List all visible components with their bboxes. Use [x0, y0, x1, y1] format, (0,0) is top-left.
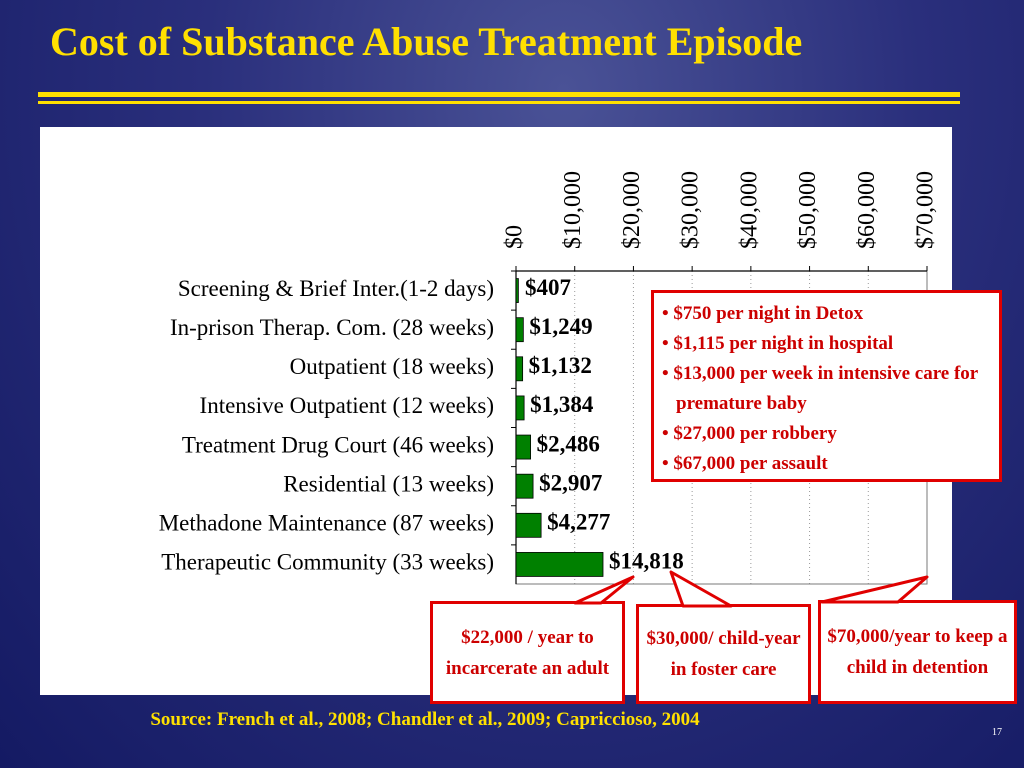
source-citation: Source: French et al., 2008; Chandler et…: [150, 709, 700, 730]
value-label: $14,818: [609, 549, 684, 574]
category-label: In-prison Therap. Com. (28 weeks): [170, 315, 494, 340]
x-tick-label: $70,000: [913, 171, 939, 249]
category-label: Screening & Brief Inter.(1-2 days): [178, 276, 494, 301]
value-label: $1,249: [529, 314, 592, 339]
cost-comparison-callout: $750 per night in Detox $1,115 per night…: [651, 290, 1002, 482]
bar: [515, 434, 531, 460]
cost-item-detox: $750 per night in Detox: [662, 299, 991, 329]
value-label: $4,277: [547, 510, 610, 535]
incarceration-cost-callout: $22,000 / year to incarcerate an adult: [430, 601, 625, 704]
category-label: Outpatient (18 weeks): [290, 354, 494, 379]
bar: [515, 552, 604, 577]
category-label: Residential (13 weeks): [283, 471, 494, 496]
x-tick-label: $0: [502, 225, 528, 249]
foster-care-cost-callout: $30,000/ child-year in foster care: [636, 604, 811, 704]
x-tick-label: $40,000: [736, 171, 762, 249]
value-label: $2,907: [539, 470, 602, 495]
x-tick-label: $30,000: [678, 171, 704, 249]
bar: [515, 512, 542, 538]
x-tick-label: $20,000: [619, 171, 645, 249]
slide-title: Cost of Substance Abuse Treatment Episod…: [50, 19, 803, 64]
cost-item-assault: $67,000 per assault: [662, 449, 991, 479]
title-underline-thin: [38, 101, 960, 104]
bar: [515, 395, 525, 421]
value-label: $1,132: [529, 353, 592, 378]
value-label: $2,486: [537, 431, 600, 456]
category-label: Intensive Outpatient (12 weeks): [200, 393, 494, 418]
category-label: Therapeutic Community (33 weeks): [161, 550, 494, 575]
bar-chart: $0 $10,000 $20,000 $30,000 $40,000 $50,000 $60…: [159, 171, 939, 585]
detention-cost-callout: $70,000/year to keep a child in detentio…: [818, 600, 1017, 704]
cost-item-intensive-care: $13,000 per week in intensive care for p…: [662, 359, 991, 419]
value-label: $1,384: [530, 392, 594, 417]
cost-item-robbery: $27,000 per robbery: [662, 419, 991, 449]
category-label: Treatment Drug Court (46 weeks): [182, 432, 494, 457]
x-tick-label: $60,000: [854, 171, 880, 249]
foster-care-cost-text: $30,000/ child-year in foster care: [646, 628, 801, 680]
detention-cost-text: $70,000/year to keep a child in detentio…: [827, 626, 1008, 678]
incarceration-cost-text: $22,000 / year to incarcerate an adult: [445, 626, 610, 679]
cost-item-hospital: $1,115 per night in hospital: [662, 329, 991, 359]
bar: [515, 278, 519, 303]
slide-number: 17: [992, 727, 1002, 738]
cost-comparison-list: $750 per night in Detox $1,115 per night…: [662, 299, 991, 479]
category-label: Methadone Maintenance (87 weeks): [159, 511, 494, 536]
title-underline-thick: [38, 92, 960, 97]
x-tick-label: $50,000: [795, 171, 821, 249]
bar: [515, 356, 524, 382]
value-label: $407: [525, 275, 571, 300]
bar: [515, 473, 534, 499]
bar: [515, 317, 524, 343]
x-tick-label: $10,000: [560, 171, 586, 249]
